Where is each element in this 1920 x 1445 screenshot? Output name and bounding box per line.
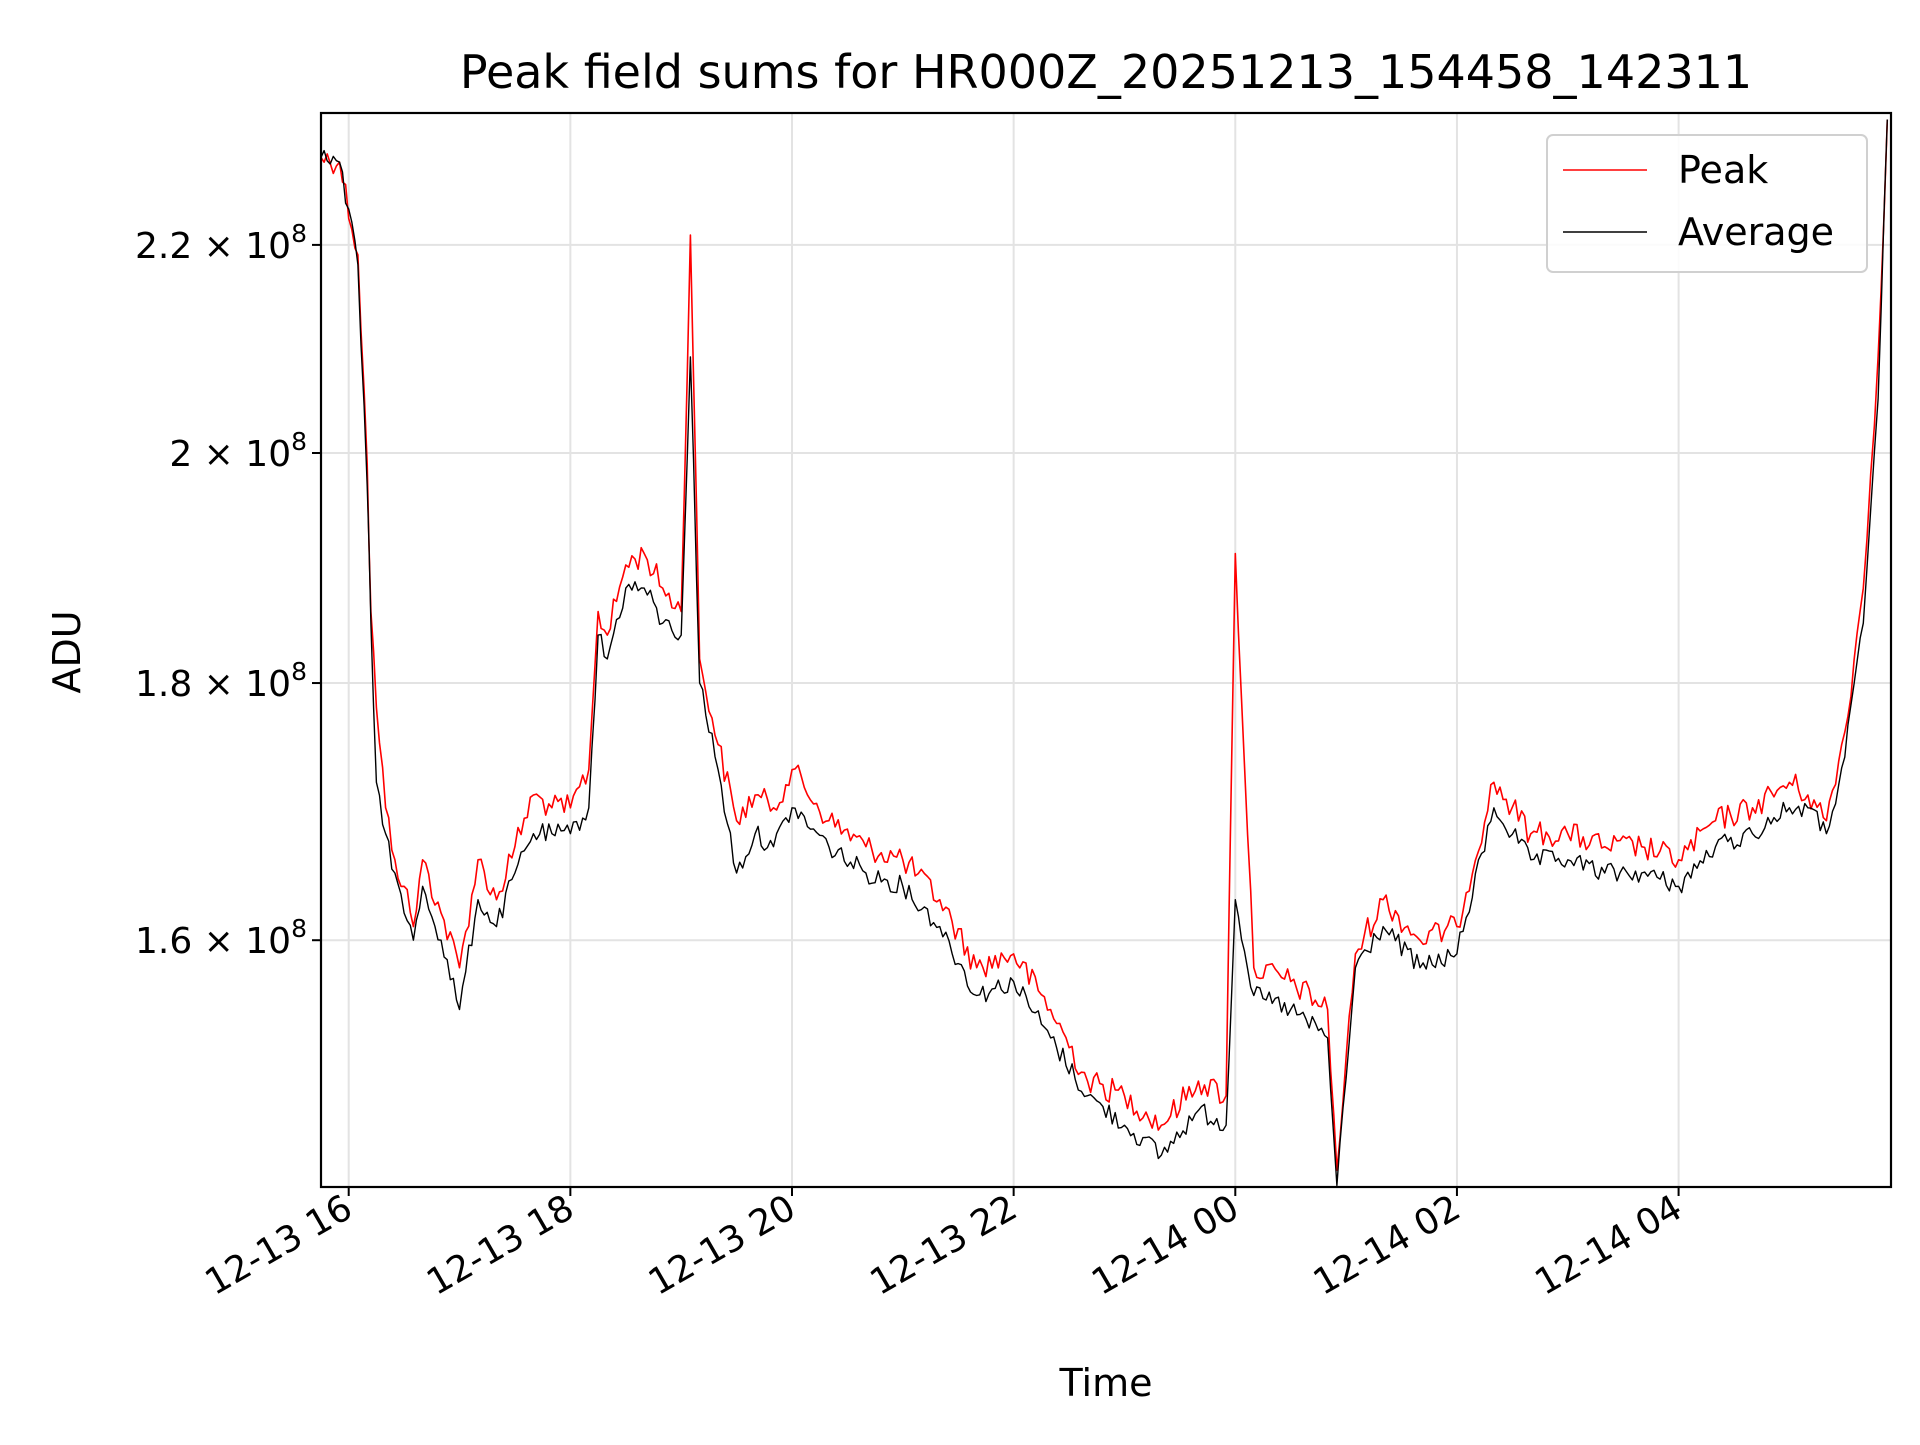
y-axis: 1.6 × 108 1.8 × 108 2 × 108 2.2 × 108: [135, 219, 321, 962]
y-axis-label: ADU: [45, 610, 89, 693]
chart-title: Peak field sums for HR000Z_20251213_1544…: [460, 45, 1752, 99]
series-line-peak: [320, 119, 1889, 1172]
y-tick-label: 1.6 × 108: [135, 914, 307, 962]
y-tick-label: 2.2 × 108: [135, 219, 307, 267]
x-axis-label: Time: [1059, 1361, 1153, 1405]
plot-frame: [319, 111, 1893, 1189]
legend-label-peak: Peak: [1678, 148, 1768, 192]
legend: Peak Average: [1546, 134, 1868, 273]
grid: [321, 113, 1891, 1187]
legend-label-average: Average: [1678, 210, 1834, 254]
series-layer: [320, 119, 1889, 1187]
series-line-average: [320, 119, 1888, 1187]
y-tick-label: 1.8 × 108: [135, 657, 307, 705]
y-tick-label: 2 × 108: [169, 427, 307, 475]
